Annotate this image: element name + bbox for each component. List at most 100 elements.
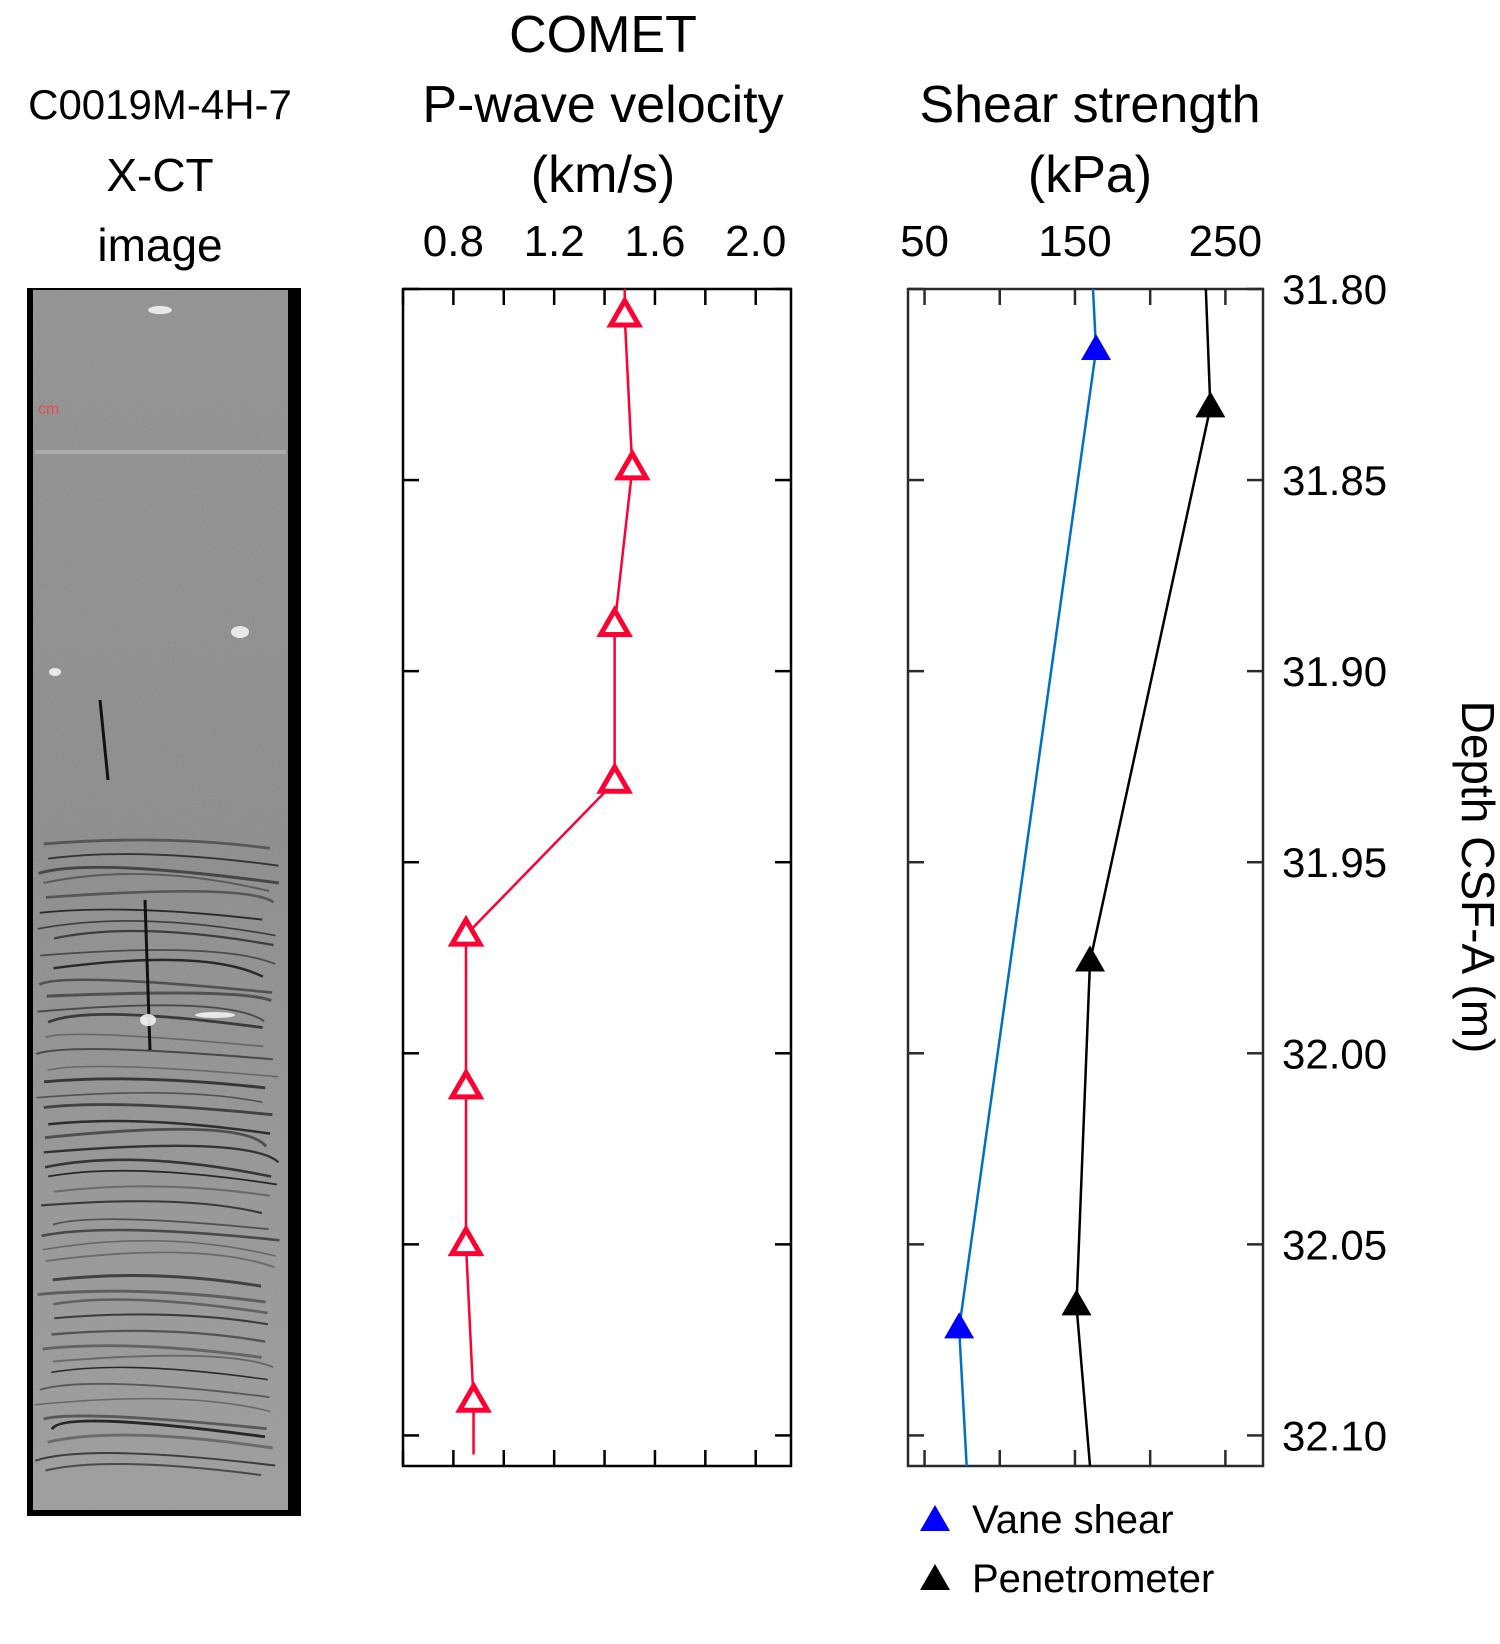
legend-vane-shear: Vane shear [920, 1494, 1174, 1546]
vp-data-point [447, 1067, 485, 1100]
ct-lamina [37, 1004, 265, 1022]
shear-data-point-vane-shear [1081, 333, 1112, 361]
ct-bright-inclusion [195, 1012, 235, 1018]
depth-tick-label: 32.10 [1282, 1412, 1387, 1459]
penetrometer-marker-icon [920, 1564, 950, 1591]
shear-data-point-penetrometer [1075, 945, 1106, 972]
ct-core-texture [33, 290, 288, 1510]
vp-axes-frame [401, 287, 793, 1468]
shear-data-point-vane-shear [944, 1312, 975, 1339]
vp-data-point [613, 448, 651, 481]
ct-lamina [52, 1274, 262, 1288]
vp-data-point [596, 605, 633, 638]
ct-bright-inclusion [148, 306, 172, 314]
ct-lamina [34, 1452, 276, 1467]
ct-title-line-3: image [97, 219, 223, 271]
ct-lamina [51, 1329, 266, 1343]
ct-lamina [48, 1119, 271, 1135]
core-section-id: C0019M-4H-7 [28, 81, 292, 128]
vp-data-point [596, 761, 633, 794]
shear-data-point-penetrometer [1061, 1289, 1092, 1316]
depth-tick-label: 31.95 [1282, 839, 1387, 886]
shear-panel-title: Shear strength (kPa) [880, 70, 1300, 210]
ct-lamina [43, 873, 270, 892]
ct-lamina [36, 1092, 263, 1104]
ct-lamina [44, 1127, 268, 1148]
vp-tick-labels: 0.8 1.2 1.6 2.0 [423, 217, 787, 266]
ct-core-image: cm [27, 288, 301, 1516]
vp-panel: 0.8 1.2 1.6 2.0 [401, 217, 793, 1468]
ct-lamina [43, 1077, 266, 1090]
depth-tick-label: 32.05 [1282, 1221, 1387, 1268]
ct-lamina [47, 1065, 279, 1078]
ct-lamina [53, 1298, 268, 1315]
ct-lamina [39, 908, 263, 921]
ct-lamina [43, 1414, 267, 1431]
shear-series [944, 288, 1226, 1467]
shear-tick-labels: 50 150 250 [900, 217, 1262, 266]
ct-bright-inclusion [140, 1014, 156, 1026]
shear-series-line-vane-shear [957, 288, 1098, 1467]
depth-tick-label: 31.90 [1282, 648, 1387, 695]
ct-bright-inclusion [231, 626, 249, 638]
ct-lamina [45, 1033, 264, 1048]
ct-lamina [48, 1169, 278, 1186]
vp-data-point [455, 1380, 492, 1413]
ct-lamina [50, 1419, 266, 1439]
shear-title-line-1: Shear strength [919, 76, 1261, 134]
depth-tick-label: 31.80 [1282, 266, 1387, 313]
vp-x-tick-label: 1.2 [524, 217, 585, 266]
ct-lamina [54, 1185, 270, 1197]
ct-crack [98, 699, 110, 781]
vp-x-tick-label: 0.8 [423, 217, 484, 266]
ct-lamina [40, 949, 276, 965]
ct-lamina [41, 1200, 263, 1215]
ct-lamina [43, 1144, 280, 1164]
vp-title-line-3: (km/s) [530, 146, 676, 204]
vp-data-point [606, 295, 644, 328]
ct-lamina [54, 1313, 268, 1326]
shear-panel: 50 150 250 31.8031.8531.9031.9532.0032.053… [900, 217, 1500, 1468]
vp-x-tick-label: 2.0 [725, 217, 786, 266]
shear-x-tick-label: 250 [1189, 217, 1262, 266]
ct-lamina [53, 929, 274, 947]
shear-x-tick-label: 150 [1038, 217, 1111, 266]
depth-tick-label: 32.00 [1282, 1030, 1387, 1077]
shear-axes-frame [906, 287, 1265, 1468]
ct-lamina [42, 1239, 276, 1257]
ct-lamina [44, 1158, 272, 1178]
ct-lamina [46, 991, 272, 1003]
ct-scale-marker: cm [38, 401, 59, 418]
shear-ticks [908, 287, 1263, 1466]
legend-label-vane-shear: Vane shear [972, 1498, 1174, 1542]
vp-title-line-1: COMET [509, 6, 697, 64]
vp-title-line-2: P-wave velocity [422, 76, 784, 134]
depth-tick-labels: 31.80 31.85 31.90 31.95 32.00 32.05 32.10 [1282, 266, 1387, 1459]
ct-lamina [38, 865, 280, 885]
ct-lamina [52, 1354, 274, 1368]
ct-bright-inclusion [49, 668, 61, 676]
ct-lamina [48, 853, 279, 867]
vp-x-tick-label: 1.6 [624, 217, 685, 266]
ct-lamina [39, 1382, 270, 1399]
ct-lamina [43, 1103, 273, 1117]
shear-series-line-penetrometer [1075, 288, 1212, 1467]
ct-lamina [43, 838, 271, 850]
shear-title-line-2: (kPa) [1027, 146, 1153, 204]
ct-lamina [41, 1228, 280, 1242]
vp-data-point [447, 914, 485, 947]
ct-lamina [45, 1462, 262, 1476]
ct-lamina [42, 1344, 262, 1359]
ct-lamina [34, 1397, 271, 1413]
vane-shear-marker-icon [920, 1505, 950, 1532]
ct-lamina [47, 1433, 273, 1450]
depth-tick-label: 31.85 [1282, 457, 1387, 504]
ct-title-line-2: X-CT [106, 149, 214, 201]
depth-axis-label: Depth CSF-A (m) [1452, 701, 1500, 1054]
vp-series [447, 289, 651, 1455]
ct-laminae [34, 306, 286, 1476]
vp-data-point [447, 1224, 485, 1257]
legend-penetrometer: Penetrometer [920, 1553, 1214, 1605]
ct-lamina [52, 1218, 269, 1231]
